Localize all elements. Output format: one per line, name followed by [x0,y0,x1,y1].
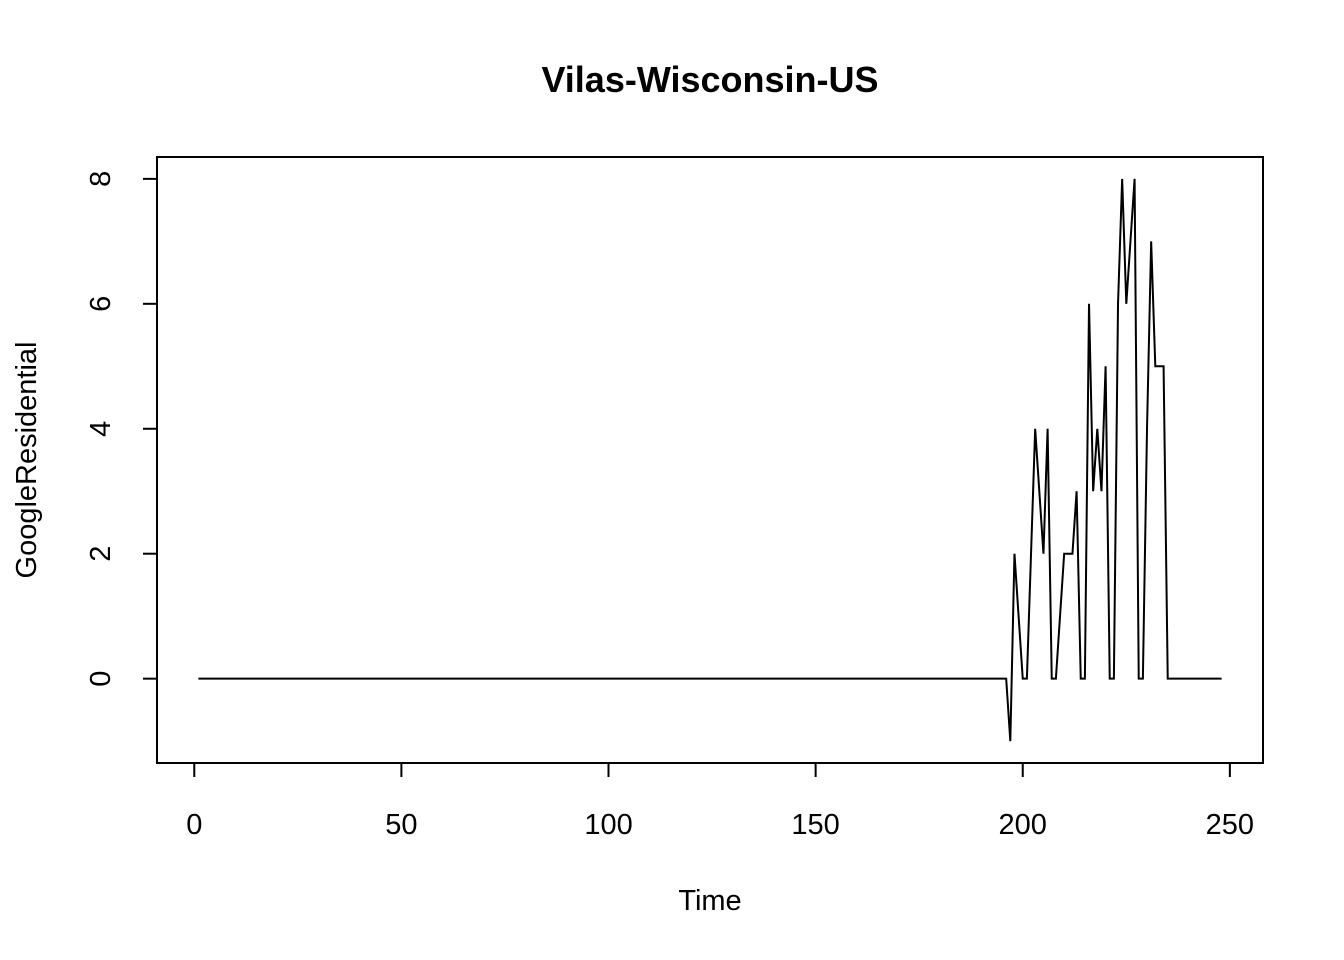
chart-title: Vilas-Wisconsin-US [541,59,878,100]
x-tick-label: 50 [385,809,417,841]
y-tick-label: 2 [85,546,117,562]
x-tick-label: 250 [1206,809,1254,841]
plot-frame [156,156,1264,764]
x-axis: 0 50 100 150 200 250 [186,762,1254,841]
x-tick-label: 200 [999,809,1047,841]
x-tick-label: 0 [186,809,202,841]
y-axis: 0 2 4 6 8 [85,171,158,687]
y-tick-label: 4 [85,421,117,437]
y-tick-label: 6 [85,296,117,312]
x-tick-label: 150 [791,809,839,841]
x-axis-label: Time [678,885,741,917]
y-tick-label: 0 [85,671,117,687]
x-tick-label: 100 [584,809,632,841]
y-tick-label: 8 [85,171,117,187]
series-line [198,178,1222,742]
y-axis-label: GoogleResidential [11,342,43,579]
